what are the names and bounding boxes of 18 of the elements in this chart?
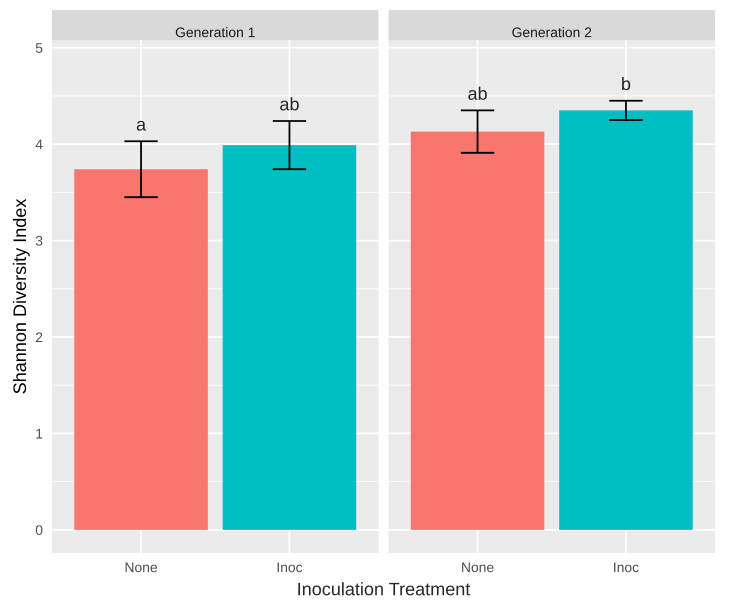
x-tick-label: Inoc [614,562,639,572]
y-tick-label: 3 [36,236,42,246]
annotation: ab [280,97,299,110]
y-tick-label: 1 [36,428,42,438]
y-tick-label: 0 [36,525,42,536]
annotation: a [136,120,146,131]
x-tick-label: None [462,562,494,572]
x-axis-title: Inoculation Treatment [298,582,470,596]
annotation: ab [468,86,487,100]
annotation: b [622,76,630,90]
x-tick-label: Inoc [278,562,302,572]
y-axis-title: Shannon Diversity Index [12,198,30,394]
y-tick-label: 5 [36,43,42,53]
chart-title: Generation 2 [512,27,592,38]
chart-title: Generation 1 [176,27,255,38]
x-tick-label: None [126,562,158,572]
y-tick-label: 2 [36,332,42,342]
y-tick-label: 4 [36,140,43,150]
